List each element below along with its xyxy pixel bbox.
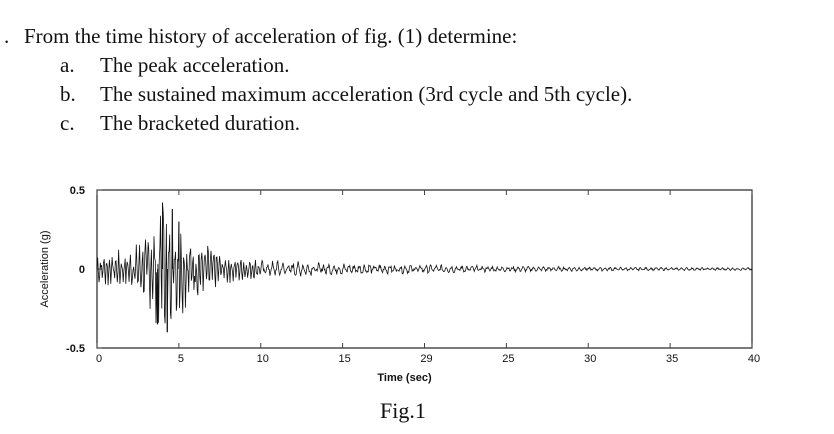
x-tick-label: 29: [420, 353, 432, 365]
item-text: The sustained maximum acceleration (3rd …: [100, 82, 633, 106]
item-letter: c.: [60, 111, 75, 135]
question-number-mark: .: [4, 24, 10, 48]
x-tick-label: 35: [666, 353, 678, 365]
y-tick-label: -0.5: [66, 343, 85, 355]
question-stem: From the time history of acceleration of…: [24, 24, 518, 48]
acceleration-series-line: [96, 202, 753, 333]
x-tick-label: 5: [178, 353, 184, 365]
x-tick-label: 25: [502, 353, 514, 365]
x-tick-label: 0: [96, 353, 102, 365]
y-tick-label: 0.5: [70, 185, 85, 197]
question-item-c: c. The bracketed duration.: [60, 109, 300, 138]
chart-series: [96, 202, 753, 333]
question-item-b: b. The sustained maximum acceleration (3r…: [60, 80, 632, 109]
x-tick-label: 15: [339, 353, 351, 365]
y-axis-label: Acceleration (g): [39, 230, 51, 307]
x-tick-label: 40: [748, 353, 760, 365]
x-tick-label: 30: [584, 353, 596, 365]
y-tick-label: 0: [79, 264, 85, 276]
item-text: The bracketed duration.: [100, 111, 300, 135]
x-axis-label: Time (sec): [377, 372, 432, 384]
chart-labels: 0 5 10 15 29 25 30 35 40 0.5 0 -0.5 Time (sec) Accele…: [39, 185, 760, 384]
item-letter: b.: [60, 82, 76, 106]
figure-caption: Fig.1: [380, 398, 426, 423]
question-item-a: a. The peak acceleration.: [60, 51, 289, 80]
item-letter: a.: [60, 53, 75, 77]
item-text: The peak acceleration.: [100, 53, 290, 77]
x-tick-label: 10: [257, 353, 269, 365]
